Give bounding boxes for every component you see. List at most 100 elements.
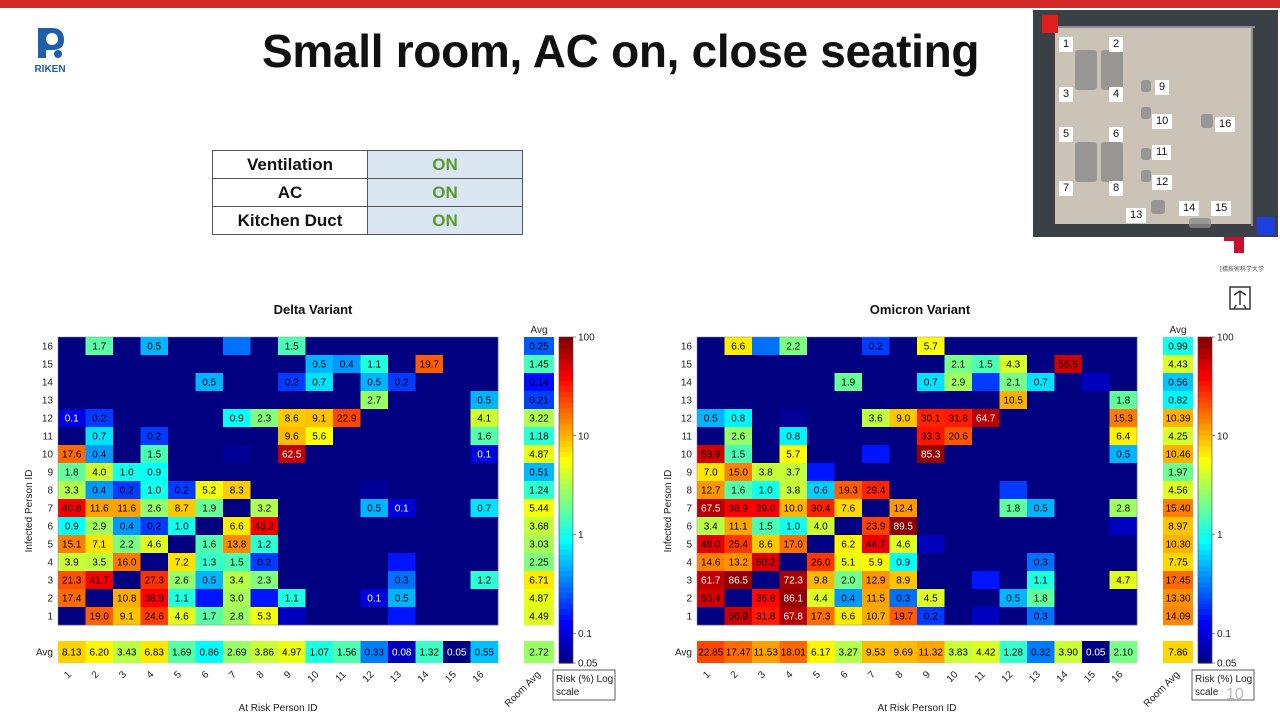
colorbar-segment [1198,603,1212,610]
heatmap-cell [944,481,973,500]
heatmap-cell [1027,589,1055,608]
cell-label: 0.2 [147,432,161,443]
col-avg-cell [972,641,1000,663]
heatmap-cell [1054,391,1083,410]
colorbar-tick-label: 100 [578,333,595,344]
colorbar-segment [1198,576,1212,583]
heatmap-cell [889,337,918,356]
heatmap-cell [195,355,224,374]
row-avg-label: 0.25 [529,342,549,353]
heatmap-cell [834,571,863,590]
heatmap-cell [223,409,251,428]
col-avg-cell [1082,641,1110,663]
heatmap-cell [305,535,334,554]
colorbar-segment [1198,548,1212,555]
heatmap-cell [1027,445,1055,464]
cell-label: 4.6 [147,540,161,551]
row-avg-label: 4.43 [1168,360,1188,371]
heatmap-cell [944,517,973,536]
heatmap-cell [834,373,863,392]
col-avg-cell [1054,641,1083,663]
cell-label: 0.5 [704,414,718,425]
heatmap-cell [807,535,835,554]
heatmap-cell [333,571,361,590]
heatmap-cell [443,553,471,572]
heatmap-cell [58,607,86,626]
heatmap-cell [168,427,196,446]
colorbar-segment [1198,559,1212,566]
heatmap-cell [999,571,1028,590]
colorbar-segment [559,440,573,447]
heatmap-cell [1082,391,1110,410]
cell-label: 0.5 [367,504,381,515]
heatmap-cell [360,607,389,626]
heatmap-cell [58,445,86,464]
heatmap-cell [1082,607,1110,626]
col-avg-label: 11.53 [754,648,779,659]
cell-label: 7.2 [175,558,189,569]
row-avg-label: 7.75 [1168,558,1188,569]
room-wall [1053,26,1255,28]
cell-label: 0.3 [896,594,910,605]
heatmap-cell [697,517,725,536]
settings-value: ON [367,150,523,179]
heatmap-cell [223,535,251,554]
heatmap-cell [1082,589,1110,608]
col-avg-label: 22.85 [698,648,723,659]
heatmap-cell [779,391,808,410]
cell-label: 1.0 [120,468,134,479]
heatmap-cell [415,553,444,572]
colorbar-segment [559,510,573,517]
col-avg-label: 8.13 [62,648,82,659]
colorbar-segment [559,375,573,382]
heatmap-cell [724,517,753,536]
heatmap-cell [278,535,306,554]
cell-label: 0.1 [477,450,491,461]
heatmap-cell [752,445,780,464]
room-layout-image: 1 2 3 4 5 6 7 8 9 10 11 12 13 14 15 16 [1033,10,1278,237]
heatmap-cell [752,607,780,626]
heatmap-cell [1027,499,1055,518]
heatmap-cell [862,391,890,410]
row-avg-cell [524,499,554,518]
seat-label: 11 [1152,145,1172,160]
colorbar-segment [559,581,573,588]
heatmap-cell [470,445,499,464]
heatmap-cell [140,463,169,482]
cell-label: 22.9 [337,414,357,425]
y-tick-label: 1 [47,612,53,623]
cell-label: 5.1 [841,558,855,569]
x-tick-label: 14 [416,669,432,685]
y-tick-label: 5 [47,540,53,551]
heatmap-cell [807,481,835,500]
settings-row-kitchen-duct: Kitchen Duct ON [212,206,523,235]
chart-title: Delta Variant [274,302,353,317]
seat-label: 12 [1152,175,1173,190]
room-avg-label: 7.86 [1168,648,1188,659]
heatmap-cell [85,535,114,554]
heatmap-cell [140,553,169,572]
cell-label: 13.8 [227,540,247,551]
heatmap-cell [779,499,808,518]
heatmap-cell [305,481,334,500]
y-tick-label: 7 [47,504,53,515]
x-tick-label: 14 [1055,669,1071,685]
heatmap-cell [862,445,890,464]
x-tick-label: 15 [443,669,459,685]
x-extra-tick-label: Room Avg [503,669,543,709]
cell-label: 1.6 [731,486,745,497]
heatmap-cell [278,337,306,356]
heatmap-cell [999,409,1028,428]
heatmap-cell [223,373,251,392]
heatmap-cell [944,571,973,590]
x-tick-label: 4 [784,669,796,681]
cell-label: 0.7 [924,378,938,389]
heatmap-cell [443,589,471,608]
colorbar-segment [1198,505,1212,512]
heatmap-cell [917,445,945,464]
colorbar-tick-label: 100 [1217,333,1234,344]
heatmap-cell [470,427,499,446]
heatmap-cell [944,607,973,626]
y-tick-label: 2 [47,594,53,605]
heatmap-cell [807,445,835,464]
